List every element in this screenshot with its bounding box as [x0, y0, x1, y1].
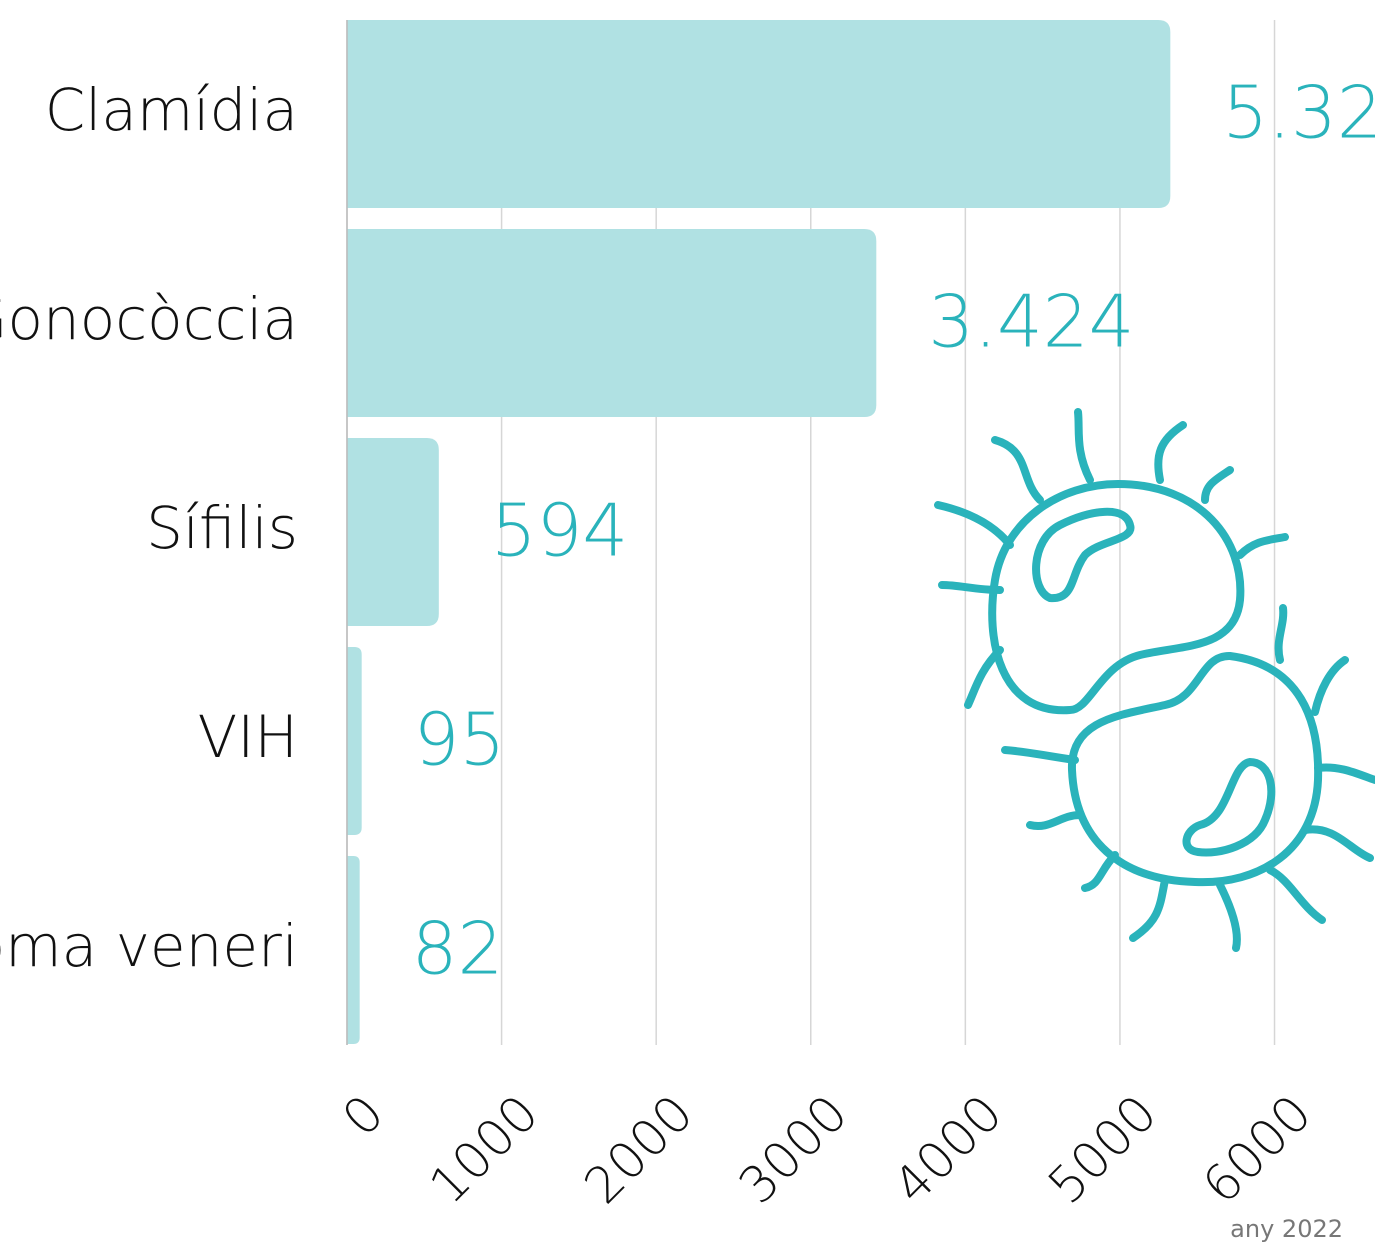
category-label: VIH	[198, 703, 298, 771]
x-tick-label: 0	[332, 1084, 396, 1148]
value-label: 5.326	[1222, 71, 1375, 155]
x-tick-label: 2000	[573, 1084, 704, 1215]
x-tick-label: 1000	[419, 1084, 550, 1215]
x-tick-label: 3000	[728, 1084, 859, 1215]
x-tick-label: 6000	[1192, 1084, 1323, 1215]
value-label: 95	[414, 698, 506, 782]
category-label: Limfogranuloma veneri	[0, 912, 298, 980]
note: any 2022	[1230, 1215, 1343, 1243]
category-label: Sífilis	[146, 494, 298, 562]
bar	[347, 229, 876, 417]
bacteria-icon	[938, 412, 1375, 948]
value-label: 3.424	[928, 280, 1134, 364]
bar	[347, 856, 360, 1044]
x-tick-label: 5000	[1037, 1084, 1168, 1215]
bar	[347, 438, 439, 626]
x-tick-label: 4000	[882, 1084, 1013, 1215]
value-label: 82	[412, 907, 504, 991]
bar	[347, 647, 362, 835]
value-label: 594	[491, 489, 628, 573]
category-label: Clamídia	[45, 76, 298, 144]
chart: 0 100020003000400050006000 Clamídia 5.326 Go…	[0, 0, 1375, 1244]
bar	[347, 20, 1170, 208]
category-label: Gonocòccia	[0, 285, 298, 353]
